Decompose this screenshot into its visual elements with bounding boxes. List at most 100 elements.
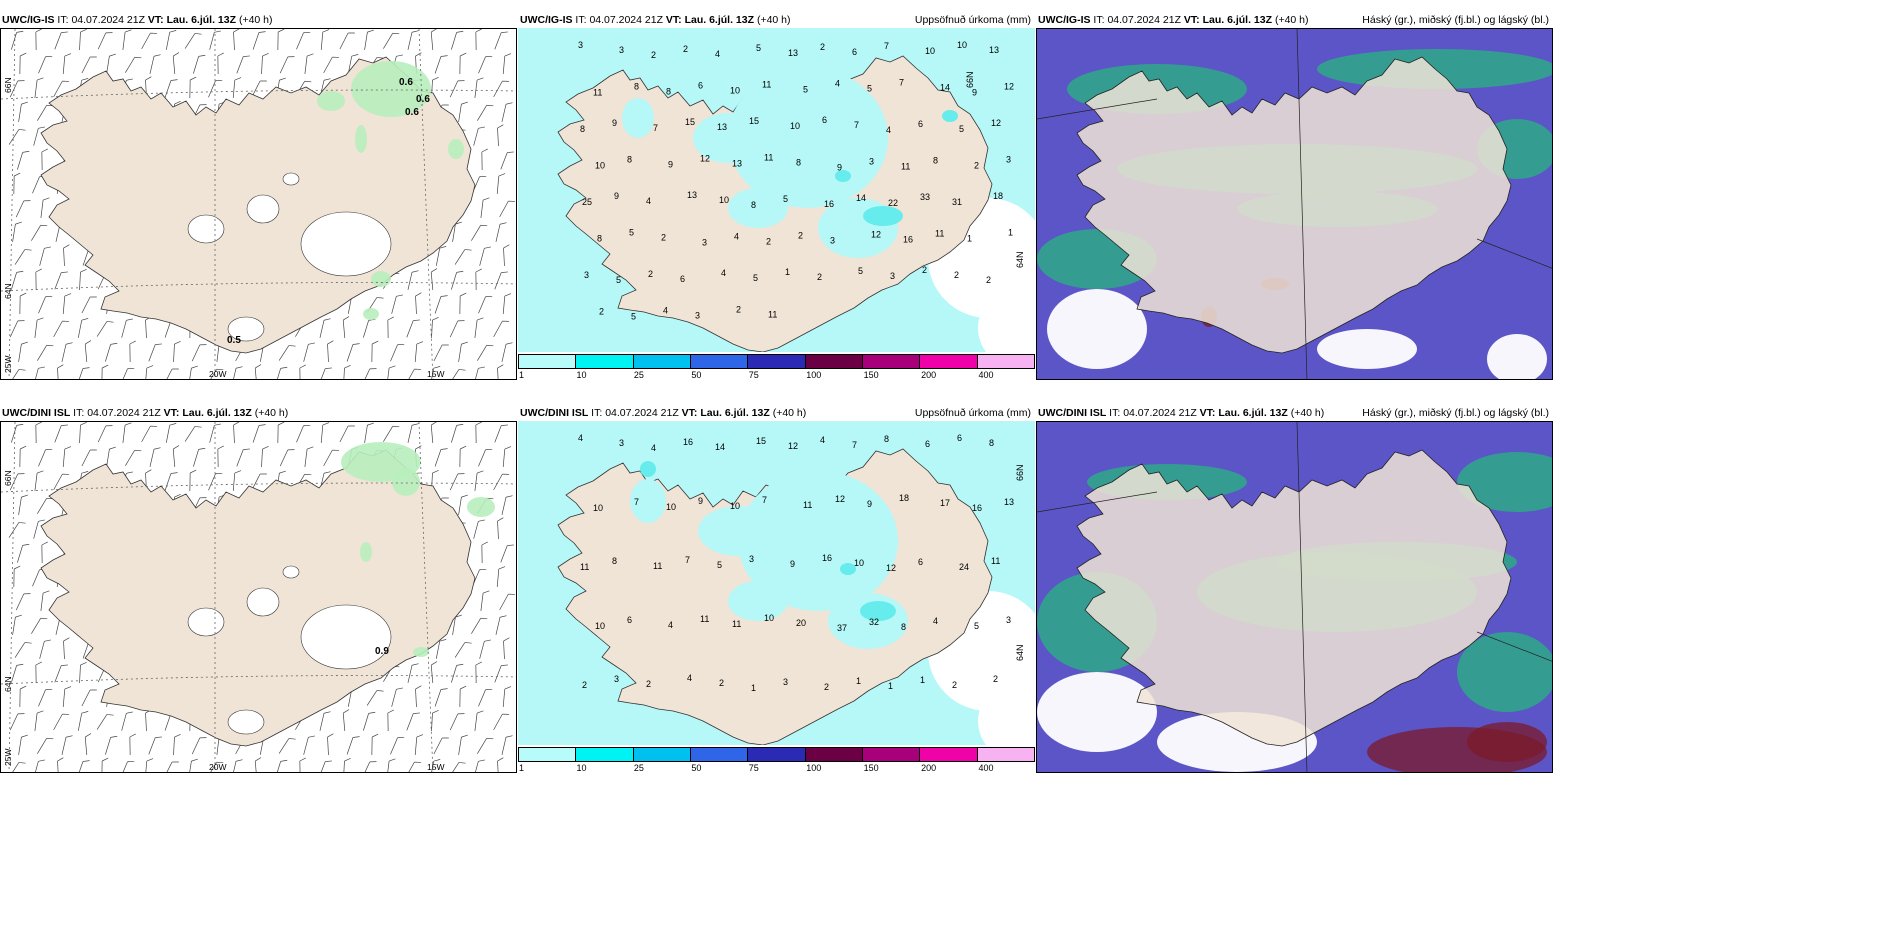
precip-value: 3: [695, 311, 700, 321]
colorbar-swatch: [690, 748, 749, 761]
vt-label: VT:: [1183, 14, 1200, 26]
wind-barb: [275, 759, 288, 772]
glacier: [246, 194, 280, 224]
colorbar-tick: 25: [633, 763, 644, 773]
cloud-map-svg: [1037, 29, 1552, 379]
precip-value: 2: [582, 680, 587, 690]
precip-value: 5: [616, 275, 621, 285]
wind-barb: [172, 445, 180, 467]
precip-value: 31: [952, 197, 962, 207]
wind-barb: [232, 470, 242, 491]
wind-barb: [459, 292, 467, 315]
wind-barb: [97, 425, 113, 443]
wind-barb: [304, 53, 314, 74]
precip-value: 9: [837, 163, 842, 173]
precip-value: 7: [762, 495, 767, 505]
precip-value: 8: [666, 87, 671, 97]
wind-barb: [173, 734, 181, 756]
wind-barb: [61, 735, 73, 755]
colorbar-swatch: [920, 355, 978, 368]
wind-barb: [407, 663, 419, 683]
wind-barb: [54, 31, 68, 50]
wind-barb: [165, 423, 177, 443]
colorbar-ticks: 1 10 25 50 75 100 150 200 400: [518, 763, 1035, 775]
panel-header: UWC/DINI ISL IT: 04.07.2024 21Z VT: Lau.…: [2, 407, 288, 419]
meridian: [418, 422, 434, 772]
wind-barb: [433, 737, 449, 755]
precip-value: 2: [736, 305, 741, 315]
precip-value: 1: [920, 675, 925, 685]
glacier: [282, 565, 300, 579]
wind-barb: [144, 758, 154, 772]
wind-barb: [299, 757, 306, 772]
precip-value: 7: [884, 41, 889, 51]
precip-value: 4: [721, 268, 726, 278]
colorbar-swatch: [633, 748, 691, 761]
parallel: [1, 282, 516, 292]
wind-barb: [233, 422, 240, 444]
wind-barb: [14, 642, 32, 658]
low-cloud: [1467, 722, 1547, 762]
precip-value: 11: [768, 310, 777, 320]
precip-patch: [828, 593, 908, 649]
wind-barb: [502, 446, 512, 467]
wind-barb: [471, 224, 488, 241]
model-name: UWC/IG-IS: [1038, 14, 1091, 26]
wind-barb: [431, 710, 439, 732]
wind-barb: [11, 423, 24, 443]
it-value: 04.07.2024 21Z: [1123, 407, 1197, 419]
precip-value: 2: [648, 269, 653, 279]
it-label: IT:: [575, 14, 587, 26]
wind-barb: [57, 757, 64, 772]
wind-map-svg: 0.9: [1, 422, 516, 772]
panel-header: UWC/DINI ISL IT: 04.07.2024 21Z VT: Lau.…: [520, 407, 806, 419]
wind-barb: [18, 101, 28, 122]
wind-barb: [449, 80, 465, 98]
lat-label-64n: 64N: [3, 676, 13, 692]
precip-value: 6: [627, 615, 632, 625]
wind-barb: [497, 517, 504, 540]
wind-barb: [236, 55, 250, 74]
precip-value-label: 0.6: [405, 107, 419, 118]
wind-barb: [434, 688, 448, 707]
wind-barb: [38, 448, 53, 467]
wind-barb: [15, 200, 31, 218]
precip-value: 9: [972, 88, 977, 98]
it-value: 04.07.2024 21Z: [605, 407, 679, 419]
precip-value: 8: [884, 434, 889, 444]
wind-barb: [172, 52, 180, 74]
lead-time: (+40 h): [1274, 14, 1309, 26]
wind-barb: [38, 55, 53, 74]
precip-value: 16: [822, 553, 832, 563]
wind-barb: [499, 593, 516, 611]
wind-barb: [35, 29, 42, 51]
wind-barb: [391, 294, 403, 314]
wind-barb: [33, 126, 45, 146]
wind-barb: [414, 734, 424, 755]
precip-value: 12: [871, 230, 881, 240]
precip-value: 10: [595, 621, 605, 631]
wind-barb: [478, 688, 493, 707]
iceland-land: [1076, 449, 1512, 747]
wind-barb: [342, 709, 350, 731]
green-area: [467, 497, 495, 517]
wind-barb: [8, 762, 26, 772]
precip-patch-heavy: [860, 601, 896, 621]
dry-area: [978, 288, 1035, 352]
precip-value: 4: [715, 49, 720, 59]
wind-barb: [261, 53, 269, 75]
wind-barb: [414, 341, 424, 362]
precip-value: 3: [783, 677, 788, 687]
wind-barb: [19, 685, 27, 708]
precip-value: 14: [940, 83, 950, 93]
precip-value: 5: [631, 312, 636, 322]
wind-barb: [475, 661, 482, 684]
field-title: Háský (gr.), miðský (fj.bl.) og lágský (…: [1362, 407, 1549, 419]
green-area: [363, 308, 379, 320]
wind-barb: [40, 590, 50, 611]
wind-barb: [209, 423, 221, 443]
field-title: Uppsöfnuð úrkoma (mm): [914, 407, 1031, 419]
panel-top-left: UWC/IG-IS IT: 04.07.2024 21Z VT: Lau. 6.…: [0, 12, 517, 380]
